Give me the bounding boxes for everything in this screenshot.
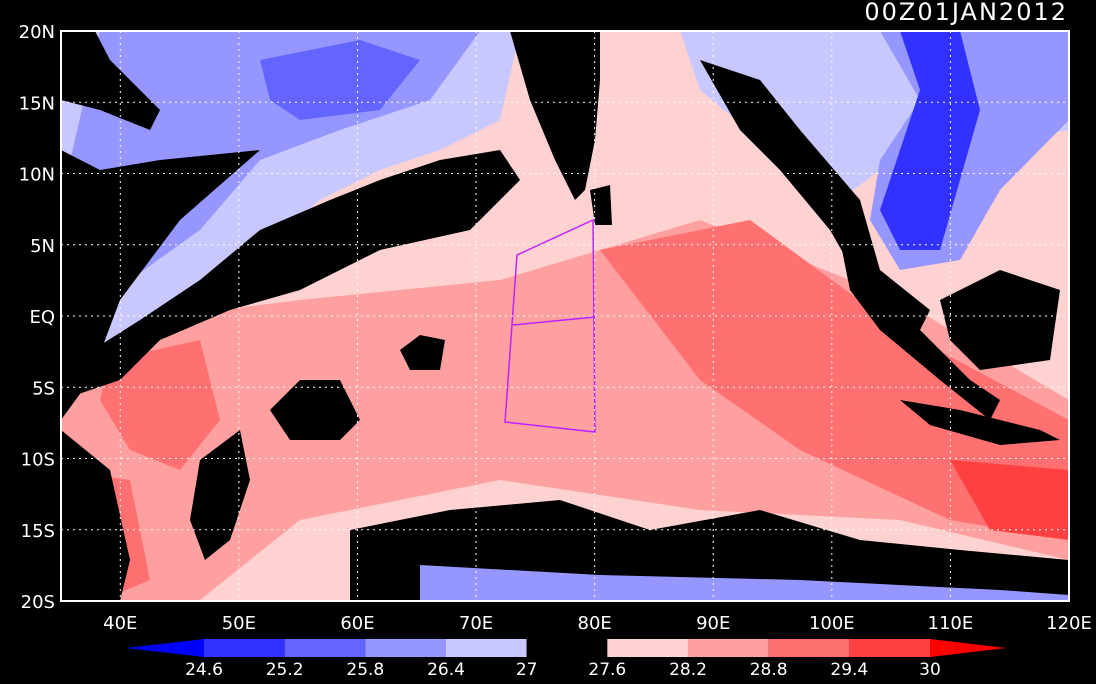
land <box>700 60 930 330</box>
colorbar-box <box>688 639 769 657</box>
lat-label: EQ <box>29 307 55 328</box>
colorbar-box <box>365 639 446 657</box>
lon-label: 60E <box>340 613 374 634</box>
lon-label: 50E <box>222 613 256 634</box>
colorbar-label: 26.4 <box>427 660 465 680</box>
lon-label: 80E <box>578 613 612 634</box>
colorbar-label: 27 <box>516 660 538 680</box>
land <box>510 31 600 200</box>
colorbar-label: 27.6 <box>588 660 626 680</box>
colorbar-label: 30 <box>919 660 941 680</box>
colorbar-label: 25.8 <box>346 660 384 680</box>
lat-label: 10N <box>19 165 55 186</box>
lon-label: 90E <box>696 613 730 634</box>
warm-region <box>100 340 220 470</box>
lat-label: 20S <box>21 592 55 613</box>
map-frame <box>60 30 1070 602</box>
lon-label: 40E <box>103 613 137 634</box>
land <box>940 270 1060 370</box>
colorbar-label: 24.6 <box>185 660 223 680</box>
colorbar-label: 28.8 <box>750 660 788 680</box>
band-27 <box>61 150 520 400</box>
colorbar-label: 28.2 <box>669 660 707 680</box>
colorbar: 24.6 25.2 25.8 26.4 27 27.6 28.2 28.8 29.4 30 <box>126 639 1006 680</box>
lon-label: 70E <box>459 613 493 634</box>
colorbar-label: 29.4 <box>830 660 868 680</box>
cold-region <box>260 40 420 120</box>
land <box>61 430 130 601</box>
colorbar-arrow <box>930 639 1006 657</box>
warm-region <box>600 220 1069 540</box>
axes: 20N 15N 10N 5N EQ 5S 10S 15S 20S 40E 50E 60E 70E 80E 9… <box>19 22 1092 634</box>
lon-label: 110E <box>928 613 974 634</box>
lat-label: 15N <box>19 93 55 114</box>
lat-label: 15S <box>21 521 55 542</box>
land <box>900 400 1060 445</box>
lon-label: 120E <box>1046 613 1092 634</box>
region-box <box>504 218 596 433</box>
hot-region <box>950 460 1069 540</box>
band-27 <box>400 335 445 370</box>
land <box>840 240 1000 420</box>
cool-region <box>420 565 1069 601</box>
land <box>190 430 250 560</box>
lat-label: 5N <box>30 236 55 257</box>
colorbar-label: 25.2 <box>266 660 304 680</box>
land <box>590 185 612 225</box>
colorbar-box <box>526 639 608 657</box>
land <box>61 31 160 130</box>
colorbar-box <box>768 639 850 657</box>
colorbar-box <box>204 639 285 657</box>
grid <box>61 31 1069 601</box>
lat-label: 5S <box>32 378 55 399</box>
lat-label: 10S <box>21 450 55 471</box>
lon-label: 100E <box>809 613 855 634</box>
lat-label: 20N <box>19 22 55 43</box>
colorbar-box <box>849 639 930 657</box>
band-27 <box>270 380 360 440</box>
colorbar-arrow <box>126 639 204 657</box>
region-box-line <box>512 316 596 326</box>
colorbar-box <box>607 639 688 657</box>
colorbar-box <box>284 639 366 657</box>
land <box>61 150 260 420</box>
title: 00Z01JAN2012 <box>864 0 1068 26</box>
cold-region <box>880 31 980 250</box>
colorbar-box <box>446 639 527 657</box>
